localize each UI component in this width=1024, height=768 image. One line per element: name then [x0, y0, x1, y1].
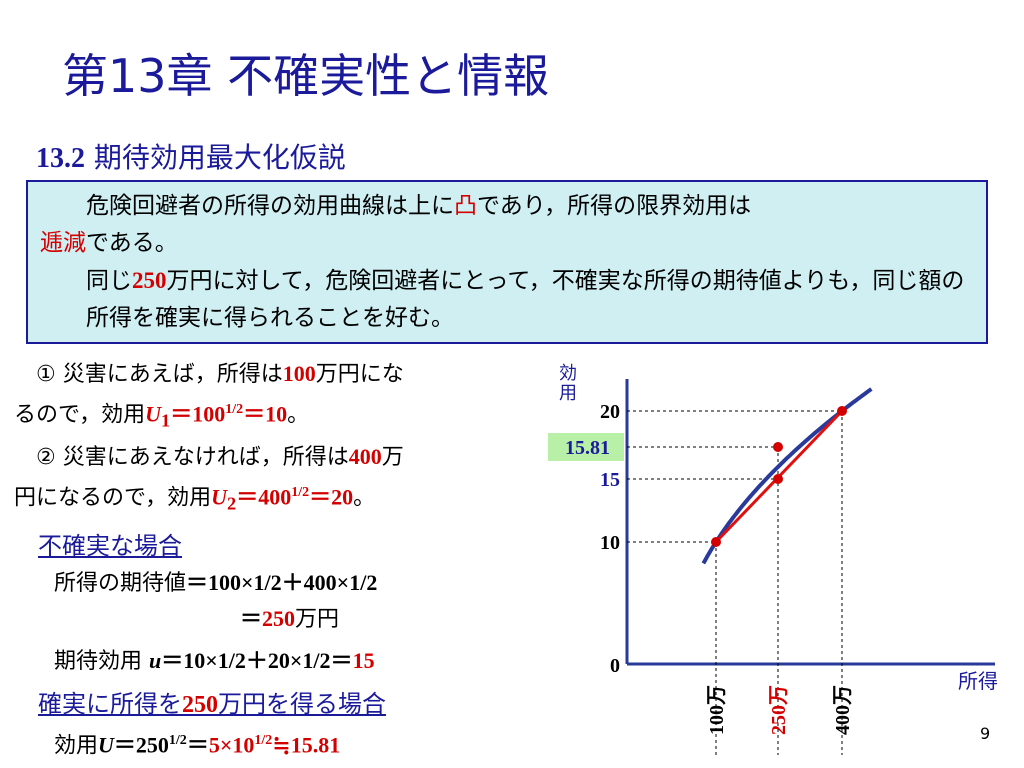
- y-tick-10: 10: [600, 532, 620, 554]
- uncertain-line-1: 所得の期待値＝100×1/2＋400×1/2: [14, 565, 554, 601]
- utility-symbol: U: [211, 484, 228, 510]
- y-axis-label-char: 用: [559, 383, 577, 404]
- utility-curve: [701, 387, 873, 565]
- text-run: 万円に対して，危険回避者にとって，不確実な所得の期待値よりも，同じ額の所得を確実…: [86, 268, 965, 331]
- text-run: 円になるので，効用: [14, 485, 212, 511]
- certain-header: 確実に所得を250万円を得る場合: [14, 687, 554, 723]
- explanation-column: ① 災害にあえば，所得は100万円にな るので，効用U1＝1001/2＝10。 …: [14, 356, 554, 764]
- text-run: であり，所得の限界効用は: [477, 193, 752, 219]
- formula-run: ＝: [240, 606, 263, 632]
- section-subtitle: 13.2 期待効用最大化仮説: [36, 136, 346, 176]
- formula-run: ＝100: [170, 401, 226, 427]
- data-point-1: [773, 474, 783, 484]
- amount-250: 250: [132, 268, 167, 293]
- case-1: ① 災害にあえば，所得は100万円にな: [14, 356, 554, 392]
- x-tick-250: 250万: [768, 685, 790, 735]
- data-point-2: [773, 442, 783, 452]
- data-point-0: [711, 537, 721, 547]
- origin-label: 0: [610, 655, 620, 677]
- y-tick-15: 15: [600, 469, 620, 491]
- text-run: である。: [86, 230, 178, 256]
- uncertain-line-3: 期待効用 u＝10×1/2＋20×1/2＝15: [14, 643, 554, 679]
- x-axis-label: 所得: [958, 669, 998, 693]
- text-run: 同じ: [86, 268, 132, 294]
- expected-utility: 15: [352, 648, 375, 674]
- expected-income: 250: [262, 606, 296, 632]
- text-run: 。: [353, 485, 376, 511]
- subscript: 2: [227, 493, 237, 514]
- text-run: 確実に所得を: [38, 690, 182, 719]
- y-axis-label-char: 効: [559, 363, 577, 384]
- case-2: ② 災害にあえなければ，所得は400万: [14, 439, 554, 475]
- utility-chart: 効用 20 15.81 15 10 0 所得 100万 250万 400万: [548, 363, 998, 755]
- certain-line-1: 効用U＝2501/2＝5×101/2≒15.81: [14, 723, 554, 763]
- x-tick-400: 400万: [832, 685, 854, 735]
- header-text: 確実に所得を250万円を得る場合: [38, 690, 386, 718]
- data-point-3: [837, 406, 847, 416]
- text-run: 万円: [295, 607, 340, 633]
- text-run: 。: [287, 402, 310, 428]
- utility-symbol: U: [98, 732, 114, 758]
- summary-box: 危険回避者の所得の効用曲線は上に凸であり，所得の限界効用は逓減である。 同じ25…: [26, 180, 988, 344]
- uncertain-line-2: ＝250万円: [14, 601, 554, 637]
- superscript: 1/2: [168, 733, 187, 749]
- utility-symbol: U: [145, 401, 162, 427]
- certain-income: 250: [182, 692, 218, 719]
- case-2-cont: 円になるので，効用U2＝4001/2＝20。: [14, 475, 554, 522]
- formula-run: 5×10: [208, 732, 255, 758]
- page-number: 9: [980, 724, 991, 743]
- formula-run: ＝400: [236, 484, 292, 510]
- convex-term: 凸: [454, 193, 477, 219]
- formula-run: ＝10: [243, 401, 288, 427]
- income-100: 100: [282, 361, 316, 386]
- text-run: 危険回避者の所得の効用曲線は上に: [86, 193, 454, 219]
- summary-paragraph-1: 危険回避者の所得の効用曲線は上に凸であり，所得の限界効用は逓減である。: [40, 188, 974, 262]
- page-title: 第13章 不確実性と情報: [62, 49, 550, 103]
- superscript: 1/2: [225, 402, 244, 417]
- y-tick-15-81: 15.81: [565, 437, 610, 459]
- certain-utility: ≒15.81: [272, 732, 341, 758]
- superscript: 1/2: [254, 733, 273, 749]
- formula-run: ＝100×1/2＋400×1/2: [186, 570, 378, 596]
- text-run: 期待効用: [54, 649, 149, 675]
- income-400: 400: [348, 443, 382, 469]
- x-tick-100: 100万: [706, 685, 728, 735]
- formula-run: ＝250: [113, 732, 169, 758]
- formula-run: ＝10×1/2＋20×1/2＝: [161, 648, 353, 674]
- highlight-15-81: [548, 433, 624, 461]
- utility-symbol: u: [149, 648, 162, 674]
- text-run: ② 災害にあえなければ，所得は: [36, 444, 349, 470]
- text-run: 万: [381, 444, 404, 470]
- text-run: ① 災害にあえば，所得は: [36, 362, 283, 387]
- y-tick-20: 20: [600, 401, 620, 423]
- subscript: 1: [161, 410, 171, 431]
- uncertain-header: 不確実な場合: [14, 529, 554, 565]
- case-1-cont: るので，効用U1＝1001/2＝10。: [14, 392, 554, 439]
- text-run: 所得の期待値: [54, 571, 187, 597]
- text-run: 万円を得る場合: [218, 690, 386, 719]
- diminishing-term: 逓減: [40, 230, 86, 256]
- section-text: 期待効用最大化仮説: [85, 141, 346, 174]
- text-run: 万円にな: [315, 362, 404, 387]
- summary-paragraph-2: 同じ250万円に対して，危険回避者にとって，不確実な所得の期待値よりも，同じ額の…: [40, 262, 974, 337]
- formula-run: ＝: [186, 732, 209, 758]
- section-number: 13.2: [36, 143, 85, 174]
- header-text: 不確実な場合: [38, 532, 182, 561]
- formula-run: ＝20: [309, 484, 354, 510]
- text-run: るので，効用: [14, 402, 146, 428]
- text-run: 効用: [54, 733, 99, 759]
- superscript: 1/2: [291, 484, 310, 500]
